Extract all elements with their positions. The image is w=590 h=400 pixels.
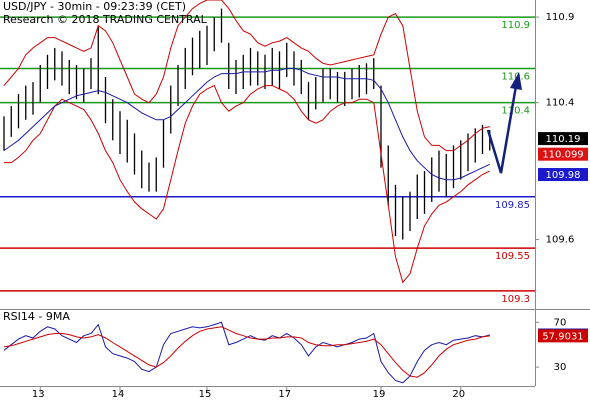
level-label: 110.9 <box>501 20 530 31</box>
x-tick-label: 17 <box>278 389 291 400</box>
price-tag-label: 110.19 <box>546 134 581 145</box>
indicator-line <box>3 67 491 181</box>
price-tag-label: 109.98 <box>546 170 581 181</box>
y-tick-label: 30 <box>554 362 567 373</box>
level-label: 109.55 <box>495 251 530 262</box>
forecast-arrow <box>486 85 518 174</box>
x-tick-label: 19 <box>373 389 386 400</box>
x-tick-label: 14 <box>112 389 125 400</box>
indicator-line <box>3 326 490 378</box>
level-label: 110.4 <box>501 106 530 117</box>
chart-title: USD/JPY - 30min - 09:23:39 (CET) <box>3 0 186 13</box>
level-label: 109.85 <box>495 200 530 211</box>
price-tag <box>538 147 588 161</box>
level-label: 109.3 <box>501 294 530 305</box>
x-tick-label: 20 <box>452 389 465 400</box>
y-tick-label: 70 <box>554 317 567 328</box>
price-tag-label: 57.9031 <box>542 331 583 342</box>
indicator-line <box>3 0 490 152</box>
price-tag <box>538 329 588 343</box>
chart-subtitle: Research © 2018 TRADING CENTRAL <box>3 13 208 26</box>
price-tag <box>538 132 588 146</box>
y-tick-label: 110.9 <box>546 12 575 23</box>
x-tick-label: 13 <box>32 389 45 400</box>
price-tag-label: 110.099 <box>542 150 583 161</box>
indicator-line <box>4 84 491 284</box>
level-label: 110.6 <box>501 71 530 82</box>
y-tick-label: 109.6 <box>546 235 575 246</box>
y-tick-label: 110.4 <box>546 98 575 109</box>
price-tag <box>538 168 588 182</box>
x-tick-label: 15 <box>199 389 212 400</box>
indicator-line <box>3 321 490 384</box>
rsi-title: RSI14 - 9MA <box>3 310 70 323</box>
forecast-arrowhead <box>510 72 522 90</box>
